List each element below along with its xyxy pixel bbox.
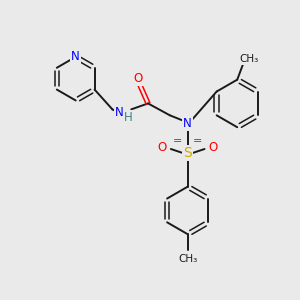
- Text: S: S: [183, 146, 192, 160]
- Text: CH₃: CH₃: [239, 54, 259, 64]
- Text: N: N: [183, 117, 192, 130]
- Text: CH₃: CH₃: [178, 254, 197, 264]
- Text: O: O: [209, 140, 218, 154]
- Text: =: =: [193, 136, 202, 146]
- Text: H: H: [124, 111, 133, 124]
- Text: O: O: [134, 72, 143, 85]
- Text: =: =: [173, 136, 182, 146]
- Text: N: N: [71, 50, 80, 63]
- Text: N: N: [115, 106, 124, 119]
- Text: O: O: [157, 140, 167, 154]
